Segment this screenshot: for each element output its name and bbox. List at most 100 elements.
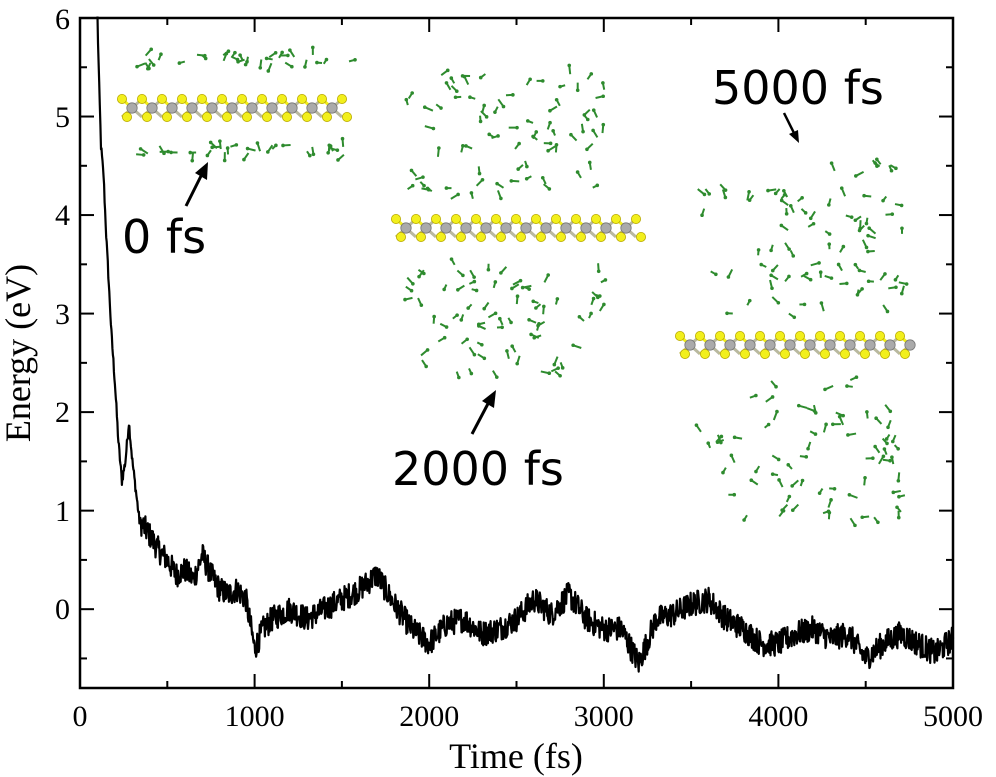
gas-atom bbox=[585, 117, 590, 122]
gas-atom bbox=[888, 409, 893, 414]
gas-atom bbox=[886, 425, 890, 430]
gas-atom bbox=[719, 434, 724, 439]
gas-atom bbox=[591, 108, 596, 112]
gas-atom bbox=[425, 186, 430, 191]
gas-atom bbox=[889, 168, 894, 173]
gas-atom bbox=[894, 166, 898, 171]
gas-atom bbox=[575, 88, 580, 93]
annotation-5000fs-arrowhead bbox=[789, 130, 799, 143]
sulfur-atom bbox=[316, 94, 327, 105]
sulfur-atom bbox=[321, 112, 332, 123]
gas-atom bbox=[715, 440, 720, 444]
sulfur-atom bbox=[455, 231, 466, 242]
sulfur-atom bbox=[475, 231, 486, 242]
sulfur-atom bbox=[556, 231, 567, 242]
gas-atom bbox=[845, 384, 849, 388]
sulfur-atom bbox=[395, 231, 406, 242]
gas-atom bbox=[589, 311, 593, 316]
sulfur-atom bbox=[740, 348, 751, 359]
gas-atom bbox=[531, 134, 535, 139]
sulfur-atom bbox=[196, 94, 207, 105]
gas-atom bbox=[554, 97, 559, 102]
gas-atom bbox=[147, 66, 151, 71]
gas-atom bbox=[888, 458, 892, 463]
gas-atom bbox=[510, 344, 514, 348]
gas-atom bbox=[773, 191, 778, 196]
sulfur-atom bbox=[596, 231, 607, 242]
gas-atom bbox=[410, 183, 415, 188]
x-tick-label-3000: 3000 bbox=[574, 700, 634, 733]
structure-insets bbox=[117, 45, 916, 528]
metal-atom bbox=[684, 339, 696, 351]
gas-atom bbox=[836, 262, 841, 267]
metal-atom bbox=[844, 339, 856, 351]
gas-atom bbox=[226, 49, 231, 54]
gas-atom bbox=[890, 455, 894, 460]
metal-atom bbox=[400, 222, 412, 234]
gas-atom bbox=[534, 130, 539, 134]
gas-atom bbox=[876, 520, 880, 525]
metal-atom bbox=[306, 102, 318, 114]
gas-atom bbox=[468, 95, 472, 99]
sulfur-atom bbox=[760, 348, 771, 359]
energy-line bbox=[96, 16, 955, 673]
gas-atom bbox=[824, 422, 828, 427]
sulfur-atom bbox=[236, 94, 247, 105]
sulfur-atom bbox=[780, 348, 791, 359]
inset-0fs-slab bbox=[117, 94, 352, 123]
x-tick-label-2000: 2000 bbox=[399, 700, 459, 733]
gas-atom bbox=[188, 150, 193, 155]
sulfur-atom bbox=[860, 348, 871, 359]
gas-atom bbox=[729, 453, 734, 458]
gas-atom bbox=[754, 393, 758, 398]
gas-atom bbox=[782, 188, 786, 193]
gas-atom bbox=[899, 291, 904, 296]
gas-atom bbox=[166, 149, 170, 154]
sulfur-atom bbox=[122, 112, 133, 123]
gas-atom bbox=[326, 150, 330, 155]
gas-atom bbox=[866, 233, 870, 238]
metal-atom bbox=[904, 339, 916, 351]
gas-atom bbox=[844, 281, 849, 286]
gas-atom bbox=[829, 498, 833, 502]
gas-atom bbox=[866, 279, 871, 284]
metal-atom bbox=[440, 222, 452, 234]
gas-atom bbox=[694, 423, 699, 427]
gas-atom bbox=[885, 441, 889, 446]
gas-atom bbox=[548, 141, 553, 146]
x-tick-label-4000: 4000 bbox=[748, 700, 808, 733]
metal-atom bbox=[520, 222, 532, 234]
metal-atom bbox=[126, 102, 138, 114]
gas-atom bbox=[747, 298, 752, 303]
gas-atom bbox=[273, 51, 278, 55]
gas-atom bbox=[897, 494, 901, 499]
sulfur-atom bbox=[450, 213, 461, 224]
gas-atom bbox=[501, 104, 506, 109]
gas-atom bbox=[770, 268, 775, 273]
inset-2000fs-slab bbox=[390, 213, 647, 242]
gas-atom bbox=[529, 332, 533, 337]
metal-atom bbox=[326, 102, 338, 114]
gas-atom bbox=[554, 142, 559, 147]
gas-atom bbox=[896, 478, 901, 483]
gas-atom bbox=[422, 105, 427, 110]
sulfur-atom bbox=[410, 213, 421, 224]
metal-atom bbox=[166, 102, 178, 114]
gas-atom bbox=[700, 213, 704, 218]
gas-atom bbox=[839, 186, 844, 190]
gas-atom bbox=[723, 195, 728, 200]
gas-atom bbox=[482, 103, 486, 108]
gas-atom bbox=[707, 192, 712, 196]
gas-atom bbox=[585, 147, 589, 152]
gas-atom bbox=[827, 203, 831, 207]
gas-atom bbox=[288, 48, 292, 52]
metal-atom bbox=[864, 339, 876, 351]
gas-atom bbox=[754, 469, 758, 474]
sulfur-atom bbox=[795, 330, 806, 341]
metal-atom bbox=[804, 339, 816, 351]
gas-atom bbox=[444, 81, 449, 85]
metal-atom bbox=[500, 222, 512, 234]
gas-atom bbox=[149, 47, 154, 52]
gas-atom bbox=[602, 302, 606, 307]
